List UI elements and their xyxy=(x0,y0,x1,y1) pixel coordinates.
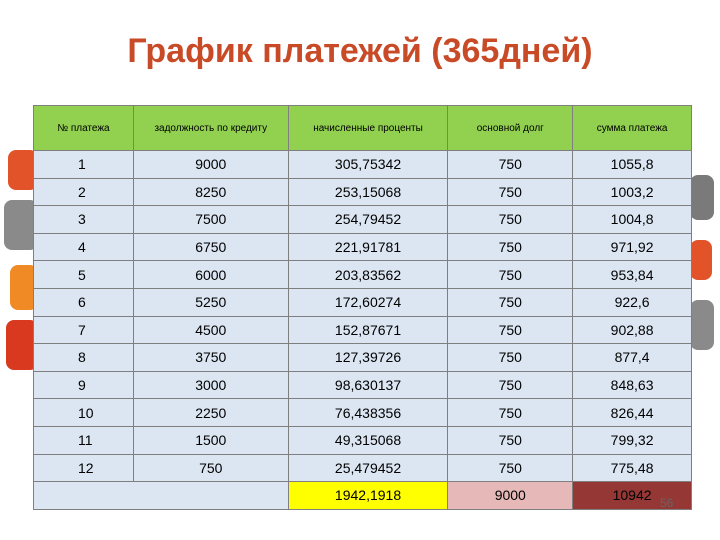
cell: 953,84 xyxy=(572,260,692,289)
cell: 750 xyxy=(447,177,574,207)
cell: 253,15068 xyxy=(287,177,449,207)
cell: 152,87671 xyxy=(287,315,449,345)
cell: 750 xyxy=(447,232,574,262)
cell: 6000 xyxy=(132,260,289,289)
puzzle-piece xyxy=(690,175,714,220)
total-cell: 9000 xyxy=(447,481,574,510)
cell: 750 xyxy=(447,370,574,400)
cell: 2250 xyxy=(132,398,289,427)
cell: 1055,8 xyxy=(572,150,692,179)
cell: 750 xyxy=(447,150,574,179)
column-header: № платежа xyxy=(33,105,134,151)
empty-cell xyxy=(33,481,289,510)
header-row: № платежа задолжность по кредиту начисленн… xyxy=(33,105,692,151)
cell: 5250 xyxy=(132,287,289,317)
cell: 9000 xyxy=(132,150,289,179)
cell: 775,48 xyxy=(572,453,692,483)
cell: 750 xyxy=(447,398,574,427)
cell: 1004,8 xyxy=(572,205,692,234)
cell: 750 xyxy=(447,205,574,234)
cell: 7500 xyxy=(132,205,289,234)
cell: 877,4 xyxy=(572,343,692,372)
totals-row: 1942,1918 9000 10942 xyxy=(33,481,692,510)
title: График платежей (365дней) xyxy=(127,32,593,70)
cell: 5 xyxy=(33,260,134,289)
cell: 254,79452 xyxy=(287,205,449,234)
total-cell: 1942,1918 xyxy=(287,481,449,510)
cell: 6750 xyxy=(132,232,289,262)
cell: 172,60274 xyxy=(287,287,449,317)
table-row: 3 7500 254,79452 750 1004,8 xyxy=(33,205,692,234)
cell: 750 xyxy=(447,425,574,455)
page-number: 56 xyxy=(660,496,674,510)
puzzle-piece xyxy=(10,265,38,310)
cell: 49,315068 xyxy=(287,425,449,455)
cell: 848,63 xyxy=(572,370,692,400)
cell: 3 xyxy=(33,205,134,234)
cell: 826,44 xyxy=(572,398,692,427)
cell: 12 xyxy=(33,453,134,483)
column-header: начисленные проценты xyxy=(287,105,449,151)
cell: 9 xyxy=(33,370,134,400)
table-body: 1 9000 305,75342 750 1055,8 2 8250 253,15068 750… xyxy=(33,150,692,510)
cell: 127,39726 xyxy=(287,343,449,372)
cell: 922,6 xyxy=(572,287,692,317)
cell: 221,91781 xyxy=(287,232,449,262)
total-cell: 10942 xyxy=(572,481,692,510)
cell: 1003,2 xyxy=(572,177,692,207)
table-row: 6 5250 172,60274 750 922,6 xyxy=(33,287,692,317)
cell: 98,630137 xyxy=(287,370,449,400)
table-row: 9 3000 98,630137 750 848,63 xyxy=(33,370,692,400)
cell: 750 xyxy=(132,453,289,483)
cell: 750 xyxy=(447,343,574,372)
cell: 305,75342 xyxy=(287,150,449,179)
cell: 750 xyxy=(447,315,574,345)
table-row: 4 6750 221,91781 750 971,92 xyxy=(33,232,692,262)
cell: 799,32 xyxy=(572,425,692,455)
puzzle-piece xyxy=(4,200,38,250)
puzzle-piece xyxy=(690,240,712,280)
column-header: сумма платежа xyxy=(572,105,692,151)
cell: 750 xyxy=(447,287,574,317)
cell: 4500 xyxy=(132,315,289,345)
cell: 4 xyxy=(33,232,134,262)
table-row: 10 2250 76,438356 750 826,44 xyxy=(33,398,692,427)
payment-table: № платежа задолжность по кредиту начисленн… xyxy=(33,105,692,510)
table-row: 2 8250 253,15068 750 1003,2 xyxy=(33,177,692,207)
table-row: 11 1500 49,315068 750 799,32 xyxy=(33,425,692,455)
cell: 2 xyxy=(33,177,134,207)
cell: 8250 xyxy=(132,177,289,207)
cell: 902,88 xyxy=(572,315,692,345)
table-row: 12 750 25,479452 750 775,48 xyxy=(33,453,692,483)
puzzle-piece xyxy=(8,150,38,190)
puzzle-piece xyxy=(6,320,38,370)
cell: 750 xyxy=(447,260,574,289)
table-row: 7 4500 152,87671 750 902,88 xyxy=(33,315,692,345)
column-header: основной долг xyxy=(447,105,574,151)
cell: 7 xyxy=(33,315,134,345)
cell: 3750 xyxy=(132,343,289,372)
cell: 3000 xyxy=(132,370,289,400)
cell: 203,83562 xyxy=(287,260,449,289)
cell: 10 xyxy=(33,398,134,427)
cell: 8 xyxy=(33,343,134,372)
column-header: задолжность по кредиту xyxy=(132,105,289,151)
table-row: 1 9000 305,75342 750 1055,8 xyxy=(33,150,692,179)
cell: 750 xyxy=(447,453,574,483)
cell: 6 xyxy=(33,287,134,317)
cell: 1500 xyxy=(132,425,289,455)
cell: 971,92 xyxy=(572,232,692,262)
table-row: 8 3750 127,39726 750 877,4 xyxy=(33,343,692,372)
puzzle-piece xyxy=(690,300,714,350)
cell: 76,438356 xyxy=(287,398,449,427)
cell: 11 xyxy=(33,425,134,455)
table-row: 5 6000 203,83562 750 953,84 xyxy=(33,260,692,289)
cell: 1 xyxy=(33,150,134,179)
cell: 25,479452 xyxy=(287,453,449,483)
